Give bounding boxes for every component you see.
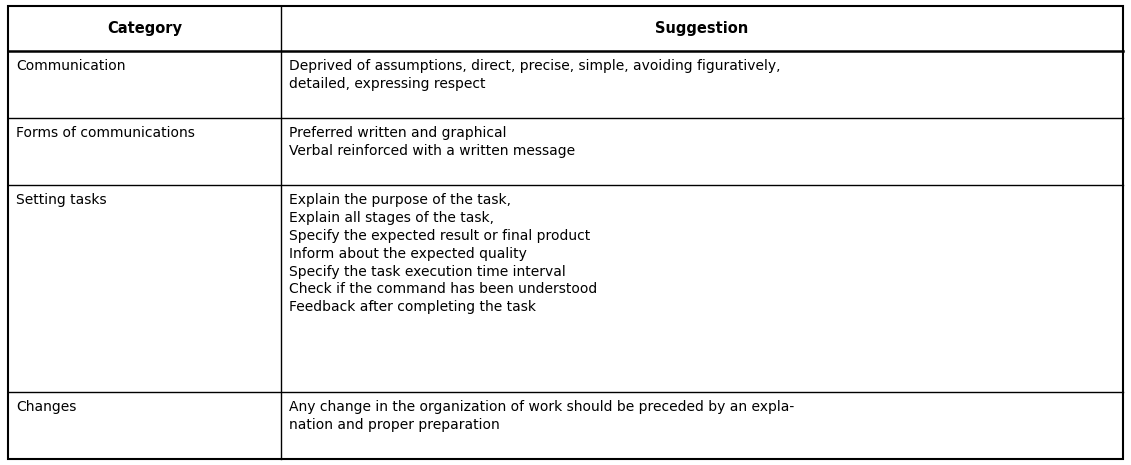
Text: Forms of communications: Forms of communications (16, 126, 195, 140)
Text: Preferred written and graphical
Verbal reinforced with a written message: Preferred written and graphical Verbal r… (290, 126, 576, 158)
Text: Setting tasks: Setting tasks (16, 193, 106, 207)
Text: Communication: Communication (16, 60, 126, 73)
Text: Any change in the organization of work should be preceded by an expla-
nation an: Any change in the organization of work s… (290, 400, 794, 432)
Text: Explain the purpose of the task,
Explain all stages of the task,
Specify the exp: Explain the purpose of the task, Explain… (290, 193, 597, 314)
Text: Changes: Changes (16, 400, 77, 414)
Text: Suggestion: Suggestion (656, 21, 749, 36)
Text: Category: Category (107, 21, 182, 36)
Text: Deprived of assumptions, direct, precise, simple, avoiding figuratively,
detaile: Deprived of assumptions, direct, precise… (290, 60, 780, 91)
